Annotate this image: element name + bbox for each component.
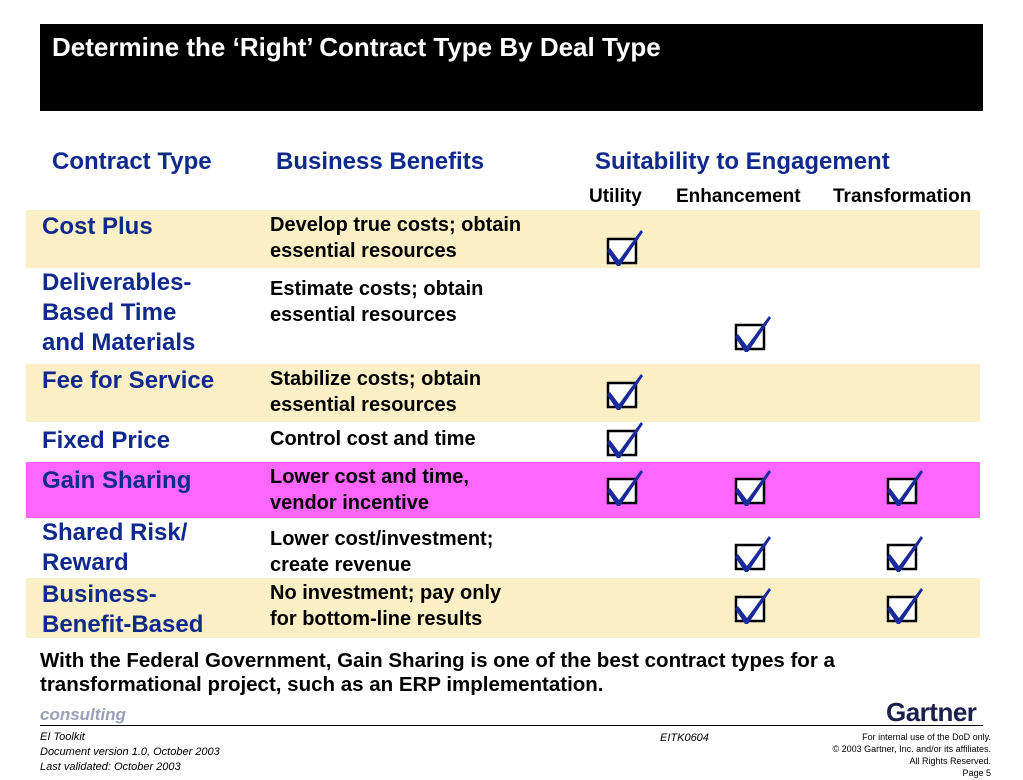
business-benefit-label: Lower cost/investment; create revenue: [270, 526, 493, 578]
table-row: Gain Sharing Lower cost and time, vendor i…: [26, 462, 980, 518]
business-benefit-line: Lower cost and time,: [270, 466, 469, 488]
business-benefit-label: Lower cost and time, vendor incentive: [270, 464, 469, 516]
checkbox-checked-icon: [604, 228, 644, 268]
header-business-benefits: Business Benefits: [276, 148, 485, 175]
checkbox-checked-icon: [604, 372, 644, 412]
business-benefit-line: No investment; pay only: [270, 582, 502, 604]
footer-divider: [40, 725, 983, 726]
business-benefit-line: Lower cost/investment;: [270, 528, 494, 550]
business-benefit-line: essential resources: [270, 304, 457, 326]
header-suitability: Suitability to Engagement: [595, 148, 890, 175]
checkbox-checked-icon: [604, 468, 644, 508]
contract-type-line: Based Time: [42, 299, 177, 326]
footer-toolkit: EI Toolkit: [40, 731, 85, 743]
business-benefit-line: create revenue: [270, 554, 412, 576]
checkbox-checked-icon: [732, 534, 772, 574]
footer-code: EITK0604: [660, 732, 709, 744]
checkbox-checked-icon: [884, 534, 924, 574]
checkbox-checked-icon: [604, 420, 644, 460]
checkbox-checked-icon: [732, 314, 772, 354]
contract-type-line: Deliverables-: [42, 269, 192, 296]
checkbox-checked-icon: [884, 586, 924, 626]
footnote: With the Federal Government, Gain Sharin…: [40, 649, 835, 696]
header-contract-type: Contract Type: [52, 148, 212, 175]
contract-type-line: Reward: [42, 549, 129, 576]
subheader-enhancement: Enhancement: [676, 186, 801, 207]
contract-type-label: Business- Benefit-Based: [42, 580, 203, 640]
contract-type-label: Fixed Price: [42, 426, 170, 456]
footer-version: Document version 1.0, October 2003: [40, 746, 220, 758]
subheader-transformation: Transformation: [833, 186, 972, 207]
contract-type-line: Cost Plus: [42, 213, 153, 240]
gartner-logo: Gartner: [886, 697, 977, 727]
checkbox-checked-icon: [732, 586, 772, 626]
table-row: Cost Plus Develop true costs; obtain essen…: [26, 210, 980, 268]
table-row: Business- Benefit-Based No investment; pay…: [26, 578, 980, 638]
contract-type-label: Gain Sharing: [42, 466, 191, 496]
title-bar: Determine the ‘Right’ Contract Type By D…: [40, 24, 983, 111]
footer-legal: For internal use of the DoD only. © 2003…: [832, 731, 991, 779]
checkbox-checked-icon: [884, 468, 924, 508]
subheader-utility: Utility: [589, 186, 642, 207]
business-benefit-label: Develop true costs; obtain essential reso…: [270, 212, 521, 264]
business-benefit-line: Develop true costs; obtain: [270, 214, 522, 236]
footer-copyright: © 2003 Gartner, Inc. and/or its affiliat…: [832, 744, 991, 754]
footer-page: Page 5: [962, 768, 991, 778]
contract-type-line: Fixed Price: [42, 427, 171, 454]
table-row: Deliverables- Based Time and Materials Esti…: [26, 268, 980, 364]
business-benefit-label: Control cost and time: [270, 426, 476, 452]
footer-validated: Last validated: October 2003: [40, 761, 181, 773]
footer-rights: All Rights Reserved.: [909, 756, 991, 766]
contract-type-label: Cost Plus: [42, 212, 153, 242]
business-benefit-label: Estimate costs; obtain essential resource…: [270, 276, 483, 328]
business-benefit-line: Stabilize costs; obtain: [270, 368, 482, 390]
contract-type-line: Business-: [42, 581, 157, 608]
contract-type-line: Shared Risk/: [42, 519, 188, 546]
contract-type-line: Benefit-Based: [42, 611, 204, 638]
business-benefit-line: essential resources: [270, 394, 457, 416]
checkbox-checked-icon: [732, 468, 772, 508]
table-row: Fee for Service Stabilize costs; obtain es…: [26, 364, 980, 422]
business-benefit-label: Stabilize costs; obtain essential resourc…: [270, 366, 481, 418]
contract-type-line: Fee for Service: [42, 367, 215, 394]
business-benefit-label: No investment; pay only for bottom-line r…: [270, 580, 501, 632]
contract-type-label: Deliverables- Based Time and Materials: [42, 268, 195, 358]
contract-type-line: Gain Sharing: [42, 467, 192, 494]
consulting-label: consulting: [40, 705, 126, 724]
table-row: Shared Risk/Reward Lower cost/investment;…: [26, 518, 980, 578]
business-benefit-line: Estimate costs; obtain: [270, 278, 484, 300]
page-title: Determine the ‘Right’ Contract Type By D…: [52, 32, 661, 62]
contract-type-label: Shared Risk/Reward: [42, 518, 187, 578]
business-benefit-line: essential resources: [270, 240, 457, 262]
business-benefit-line: vendor incentive: [270, 492, 429, 514]
contract-type-line: and Materials: [42, 329, 196, 356]
business-benefit-line: Control cost and time: [270, 428, 476, 450]
footer-usage: For internal use of the DoD only.: [862, 732, 991, 742]
contract-type-label: Fee for Service: [42, 366, 214, 396]
table-row: Fixed Price Control cost and time: [26, 422, 980, 462]
business-benefit-line: for bottom-line results: [270, 608, 483, 630]
